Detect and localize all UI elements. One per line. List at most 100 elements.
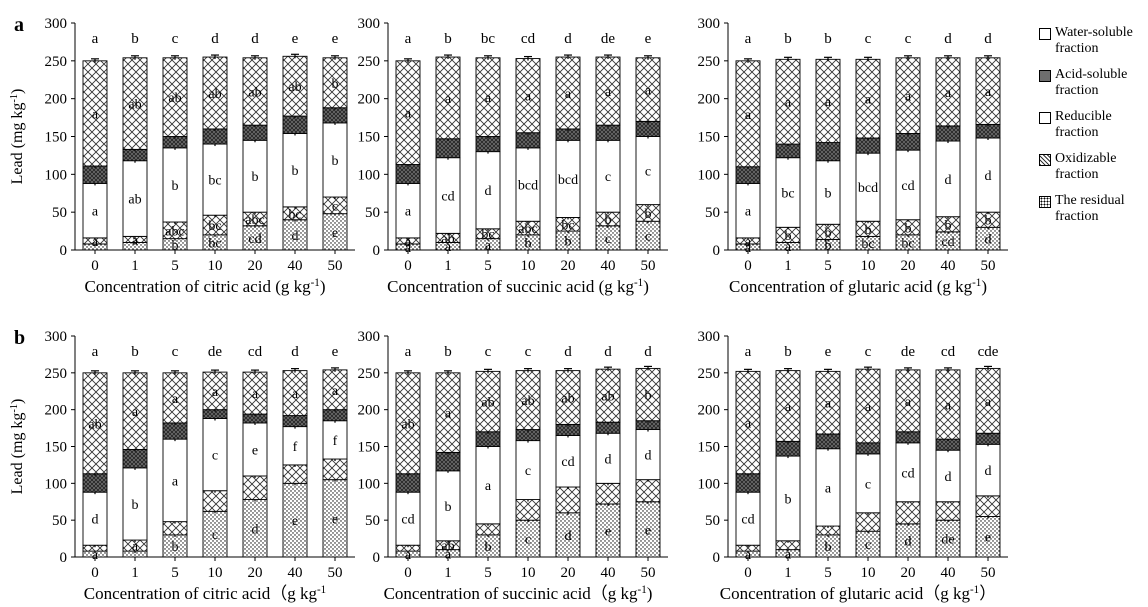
significance-letter: ab — [441, 232, 454, 247]
top-letter: bc — [481, 31, 496, 47]
significance-letter: a — [485, 91, 492, 106]
y-tick-label: 300 — [698, 329, 721, 345]
significance-letter: ab — [561, 392, 574, 407]
significance-letter: abc — [518, 222, 537, 237]
significance-letter: a — [172, 392, 179, 407]
y-tick-label: 250 — [358, 366, 381, 382]
x-tick-label: 10 — [861, 565, 876, 581]
significance-letter: a — [865, 93, 872, 108]
significance-letter: d — [565, 529, 572, 544]
significance-letter: e — [252, 443, 258, 458]
significance-letter: ab — [248, 85, 261, 100]
bar-segment — [515, 370, 541, 431]
y-tick-label: 200 — [45, 92, 68, 108]
top-letter: a — [745, 344, 752, 360]
top-letter: d — [291, 344, 299, 360]
significance-letter: a — [252, 387, 259, 402]
significance-letter: a — [132, 405, 139, 420]
significance-letter: ab — [88, 417, 101, 432]
top-letter: c — [865, 344, 872, 360]
significance-letter: c — [865, 538, 871, 553]
significance-letter: a — [92, 548, 99, 563]
bar-segment — [82, 60, 108, 167]
significance-letter: b — [945, 218, 952, 233]
significance-letter: b — [825, 239, 832, 254]
significance-letter: c — [332, 199, 338, 214]
significance-letter: a — [405, 107, 412, 122]
significance-letter: bc — [781, 186, 794, 201]
significance-letter: a — [825, 397, 832, 412]
bar-segment — [595, 482, 621, 505]
bar-segment — [435, 451, 461, 472]
y-tick-label: 100 — [358, 476, 381, 492]
bar-segment — [775, 143, 801, 159]
significance-letter: c — [645, 165, 651, 180]
x-tick-label: 0 — [404, 565, 412, 581]
top-letter: cd — [521, 31, 536, 47]
top-letter: d — [564, 344, 572, 360]
significance-letter: f — [293, 440, 298, 455]
significance-letter: a — [985, 85, 992, 100]
x-tick-label: 0 — [744, 258, 752, 274]
x-tick-label: 10 — [521, 258, 536, 274]
significance-letter: de — [941, 533, 954, 548]
y-tick-label: 150 — [45, 440, 68, 456]
x-tick-label: 1 — [444, 258, 452, 274]
bar-segment — [242, 139, 268, 213]
significance-letter: b — [785, 492, 792, 507]
panel-label: b — [14, 327, 25, 349]
y-tick-label: 50 — [365, 205, 380, 221]
significance-letter: ab — [168, 91, 181, 106]
x-tick-label: 1 — [784, 258, 792, 274]
top-letter: b — [824, 31, 832, 47]
significance-letter: a — [785, 547, 792, 562]
bar-segment — [735, 473, 761, 493]
x-tick-label: 20 — [561, 565, 576, 581]
y-tick-label: 0 — [60, 550, 68, 566]
bar-segment — [202, 128, 228, 145]
bar-segment — [635, 120, 661, 137]
bar-segment — [162, 147, 188, 223]
x-tick-label: 1 — [131, 258, 139, 274]
bar-segment — [855, 152, 881, 222]
significance-letter: b — [445, 500, 452, 515]
bar-segment — [202, 510, 228, 558]
y-tick-label: 150 — [698, 440, 721, 456]
top-letter: c — [172, 344, 179, 360]
bar-segment — [435, 138, 461, 159]
significance-letter: a — [645, 84, 652, 99]
significance-letter: bcd — [858, 181, 878, 196]
top-letter: cd — [941, 344, 956, 360]
top-letter: de — [208, 344, 223, 360]
significance-letter: ab — [401, 417, 414, 432]
significance-letter: b — [172, 179, 179, 194]
bar-segment — [635, 429, 661, 481]
significance-letter: b — [172, 540, 179, 555]
significance-letter: a — [92, 235, 99, 250]
x-tick-label: 50 — [328, 565, 343, 581]
y-tick-label: 100 — [45, 167, 68, 183]
significance-letter: a — [92, 205, 99, 220]
bar-segment — [282, 133, 308, 208]
bar-segment — [735, 370, 761, 475]
legend-label: The residual fraction — [1055, 193, 1125, 224]
bar-segment — [435, 372, 461, 453]
legend-label: Reducible fraction — [1055, 109, 1112, 140]
significance-letter: b — [645, 389, 652, 404]
top-letter: c — [905, 31, 912, 47]
significance-letter: a — [132, 540, 139, 555]
significance-letter: ab — [441, 539, 454, 554]
significance-letter: b — [565, 235, 572, 250]
top-letter: e — [332, 344, 339, 360]
bar-segment — [515, 132, 541, 149]
bar-segment — [735, 166, 761, 184]
bar-segment — [975, 495, 1001, 517]
legend-label: Water-soluble fraction — [1055, 25, 1133, 56]
top-letter: c — [172, 31, 179, 47]
bar-segment — [775, 370, 801, 442]
x-tick-label: 1 — [131, 565, 139, 581]
significance-letter: e — [332, 226, 338, 241]
significance-letter: d — [985, 233, 992, 248]
significance-letter: b — [292, 164, 299, 179]
significance-letter: a — [785, 240, 792, 255]
